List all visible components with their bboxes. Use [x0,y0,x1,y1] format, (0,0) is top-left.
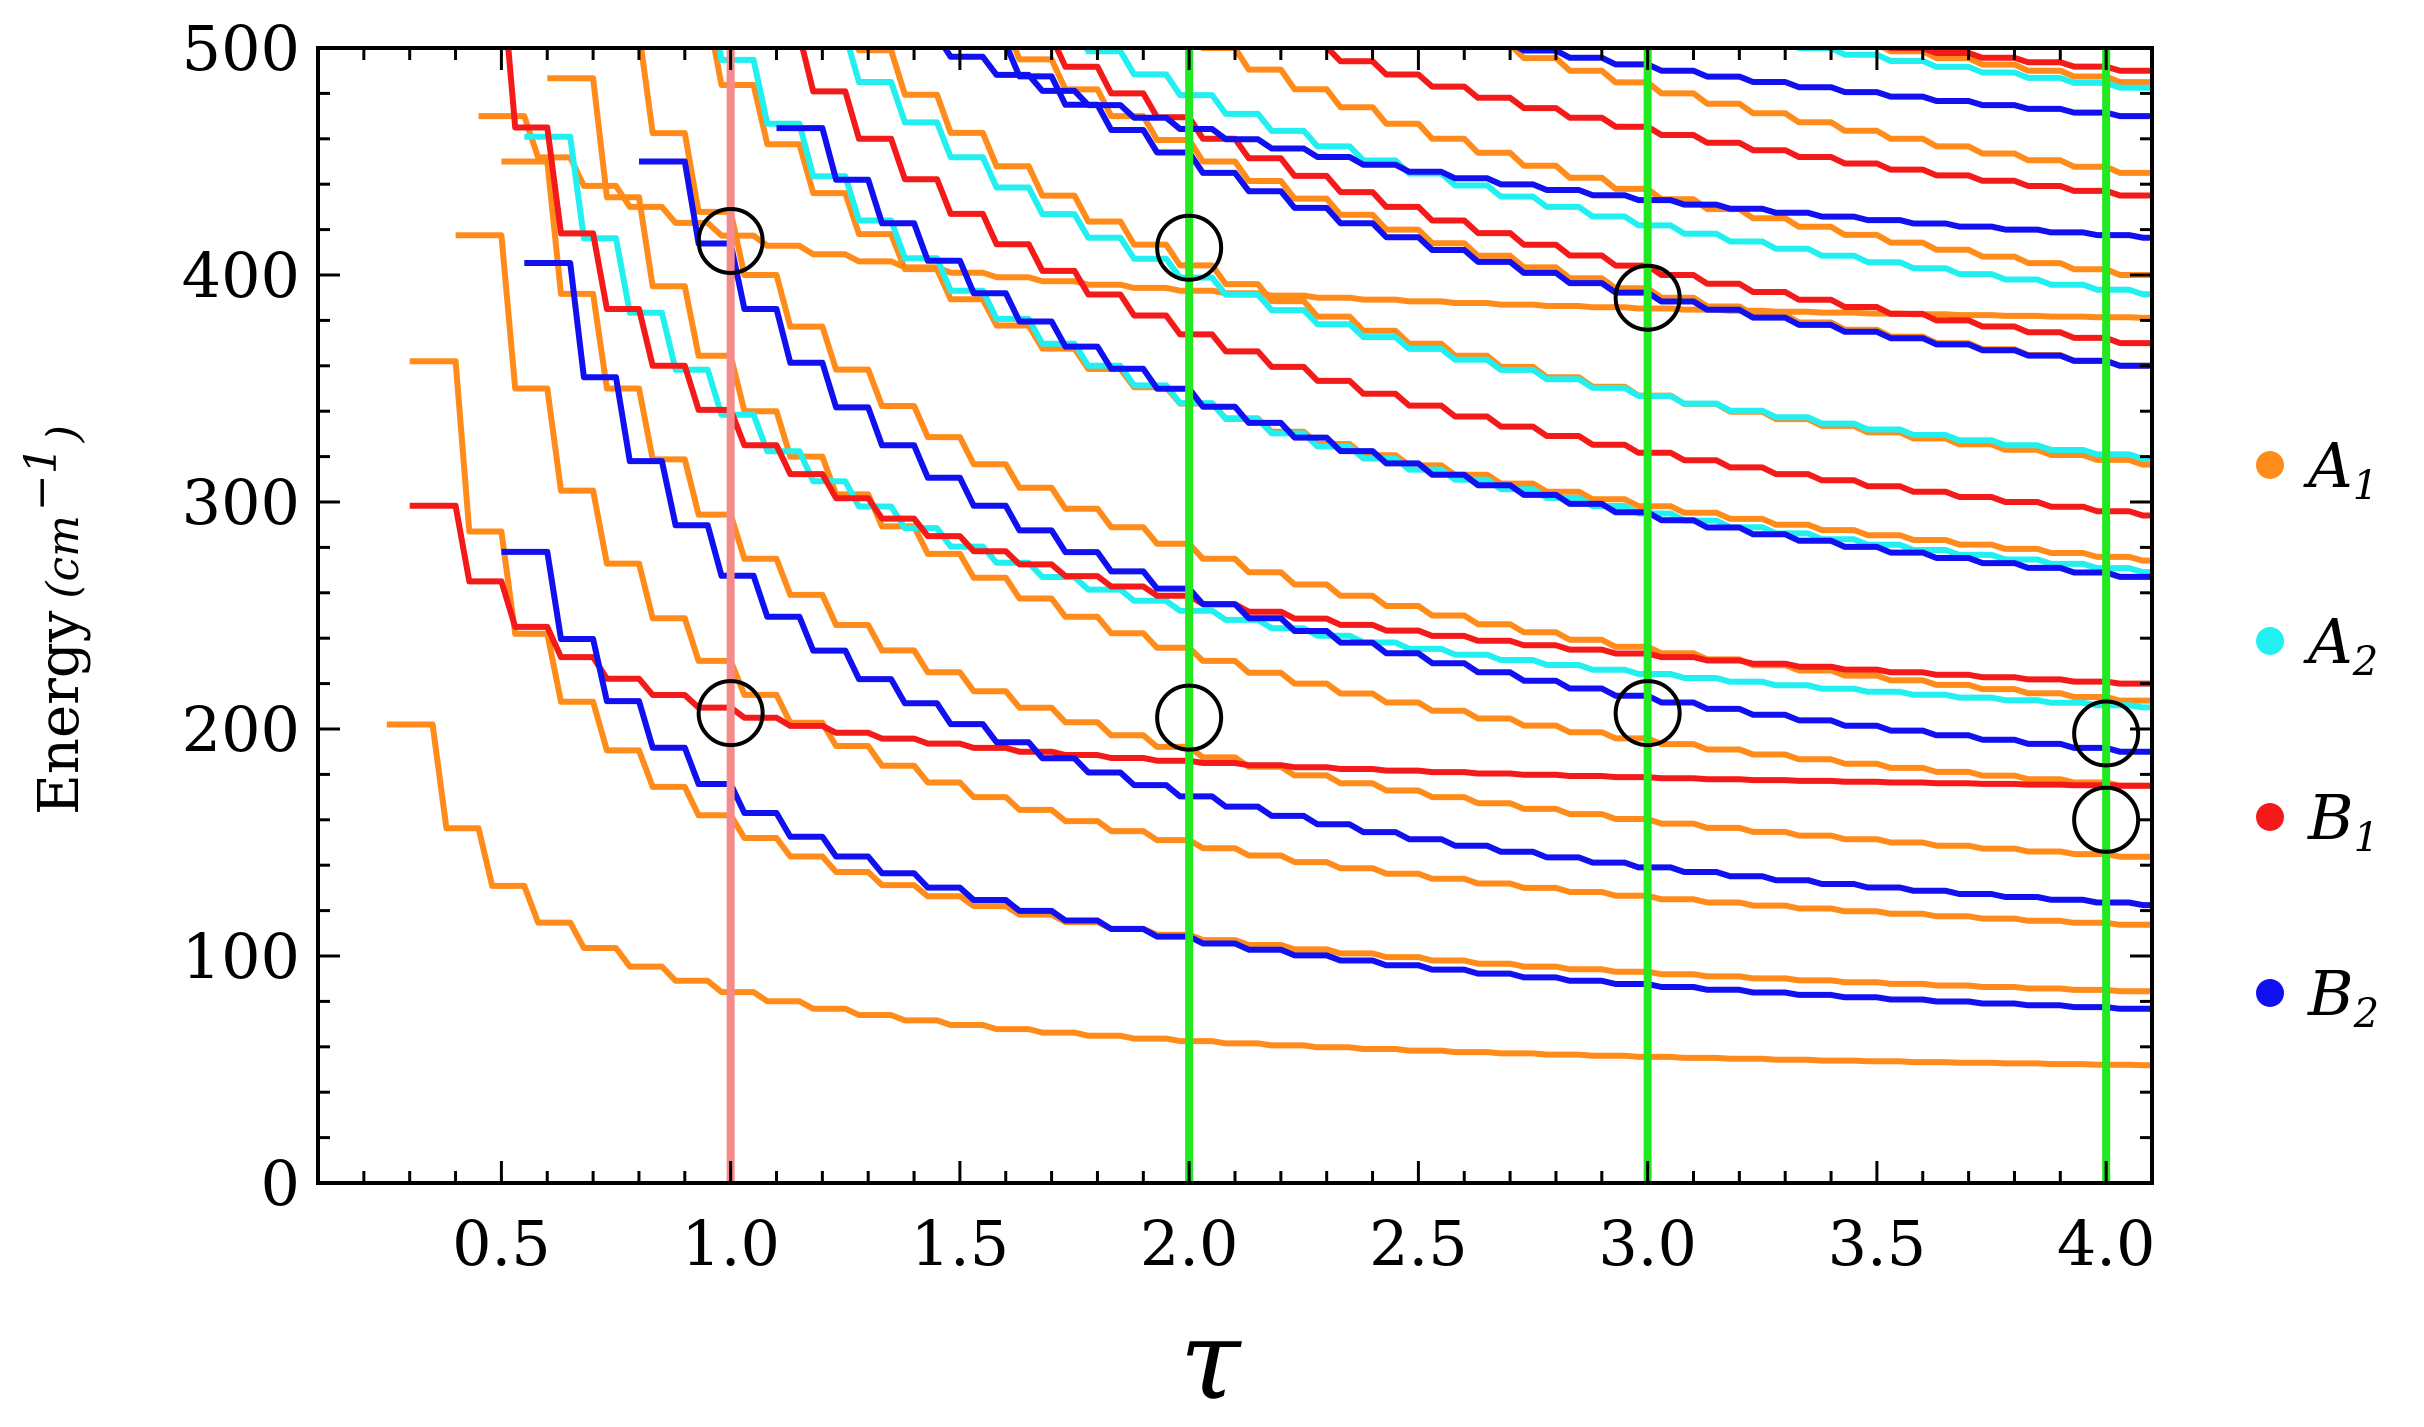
series-line-B2-7 [1513,48,2152,123]
legend-label-A2: A2 [2303,605,2378,685]
y-axis-unit-exponent: −1 [16,446,67,511]
crossing-circle-0 [696,206,765,275]
series-line-A1-3 [455,232,2152,930]
legend-marker-B1 [2256,803,2284,831]
x-axis-title: τ [1180,1296,1243,1424]
y-axis-unit-close: ) [38,425,89,443]
series-layer [386,0,2166,1069]
crossing-circle-4 [1613,263,1682,332]
series-line-A1-5 [547,75,2152,792]
y-tick-label: 200 [182,693,300,766]
x-tick-label: 2.5 [1369,1207,1468,1280]
series-line-A1-8 [855,48,2152,468]
crossing-circle-6 [2072,699,2141,768]
x-tick-label: 1.5 [911,1207,1010,1280]
series-line-A1-7 [711,48,2152,564]
legend-marker-B2 [2256,979,2284,1007]
x-tick-label: 0.5 [452,1207,551,1280]
series-line-A1-2 [409,358,2152,996]
series-line-A2-2 [716,48,2152,576]
svg-text:Energy (cm −1: Energy (cm −1 ) [16,425,92,815]
legend-marker-A2 [2256,627,2284,655]
legend-label-A1: A1 [2303,429,2378,509]
series-line-A1-13 [1878,48,2152,91]
y-axis-title: Energy (cm −1 ) [16,425,92,815]
y-tick-label: 500 [182,12,300,85]
legend-label-B1: B1 [2307,781,2379,861]
legend-marker-A1 [2256,451,2284,479]
y-tick-label: 400 [182,239,300,312]
series-line-A2-3 [846,48,2152,462]
x-tick-label: 3.5 [1828,1207,1927,1280]
crossing-circle-1 [696,679,765,748]
x-tick-label: 2.0 [1140,1207,1239,1280]
crossing-circle-7 [2072,785,2141,854]
legend-label-B2: B2 [2307,957,2379,1037]
crossing-circle-layer [696,206,2141,854]
series-line-B2-1 [501,548,2152,1014]
series-line-A2-5 [1792,48,2152,96]
series-line-B1-1 [409,502,2152,790]
series-line-B1-2 [505,48,2152,689]
crossing-circle-3 [1155,683,1224,752]
series-line-B2-6 [941,48,2152,241]
y-axis-title-text: Energy [27,610,92,815]
y-tick-label: 300 [182,466,300,539]
legend: A1 A2 B1 B2 [2256,429,2379,1037]
series-line-B2-8 [1189,0,2166,39]
series-line-B1-3 [799,48,2152,519]
y-axis-unit: (cm [38,515,89,599]
vertical-marker-layer [726,48,2111,1183]
crossing-circle-2 [1155,213,1224,282]
x-tick-label: 1.0 [681,1207,780,1280]
series-line-A1-4 [501,158,2152,863]
series-line-B2-5 [1004,48,2152,374]
series-line-A1-1 [386,721,2152,1069]
series-line-A1-14 [1327,0,2166,19]
series-line-B1-5 [1291,48,2152,203]
tick-layer: 0.5 1.0 1.5 2.0 2.5 3.0 3.5 4.0 0 100 200 300 400 500 [182,12,2156,1280]
y-tick-label: 100 [182,920,300,993]
x-tick-label: 3.0 [1598,1207,1697,1280]
series-line-B2-3 [639,158,2152,759]
series-line-A2-4 [1083,48,2152,298]
series-line-B1-4 [1053,48,2152,352]
x-tick-label: 4.0 [2057,1207,2156,1280]
series-line-B1-7 [1327,0,2166,29]
series-line-B2-4 [776,125,2152,585]
series-line-A1-6 [638,48,2152,708]
y-tick-label: 0 [261,1147,300,1220]
series-line-A1-11 [1199,48,2152,284]
series-line-B2-2 [524,260,2152,909]
series-line-A1-12 [1509,48,2152,182]
series-line-B1-6 [1882,48,2152,78]
crossing-circle-5 [1613,679,1682,748]
